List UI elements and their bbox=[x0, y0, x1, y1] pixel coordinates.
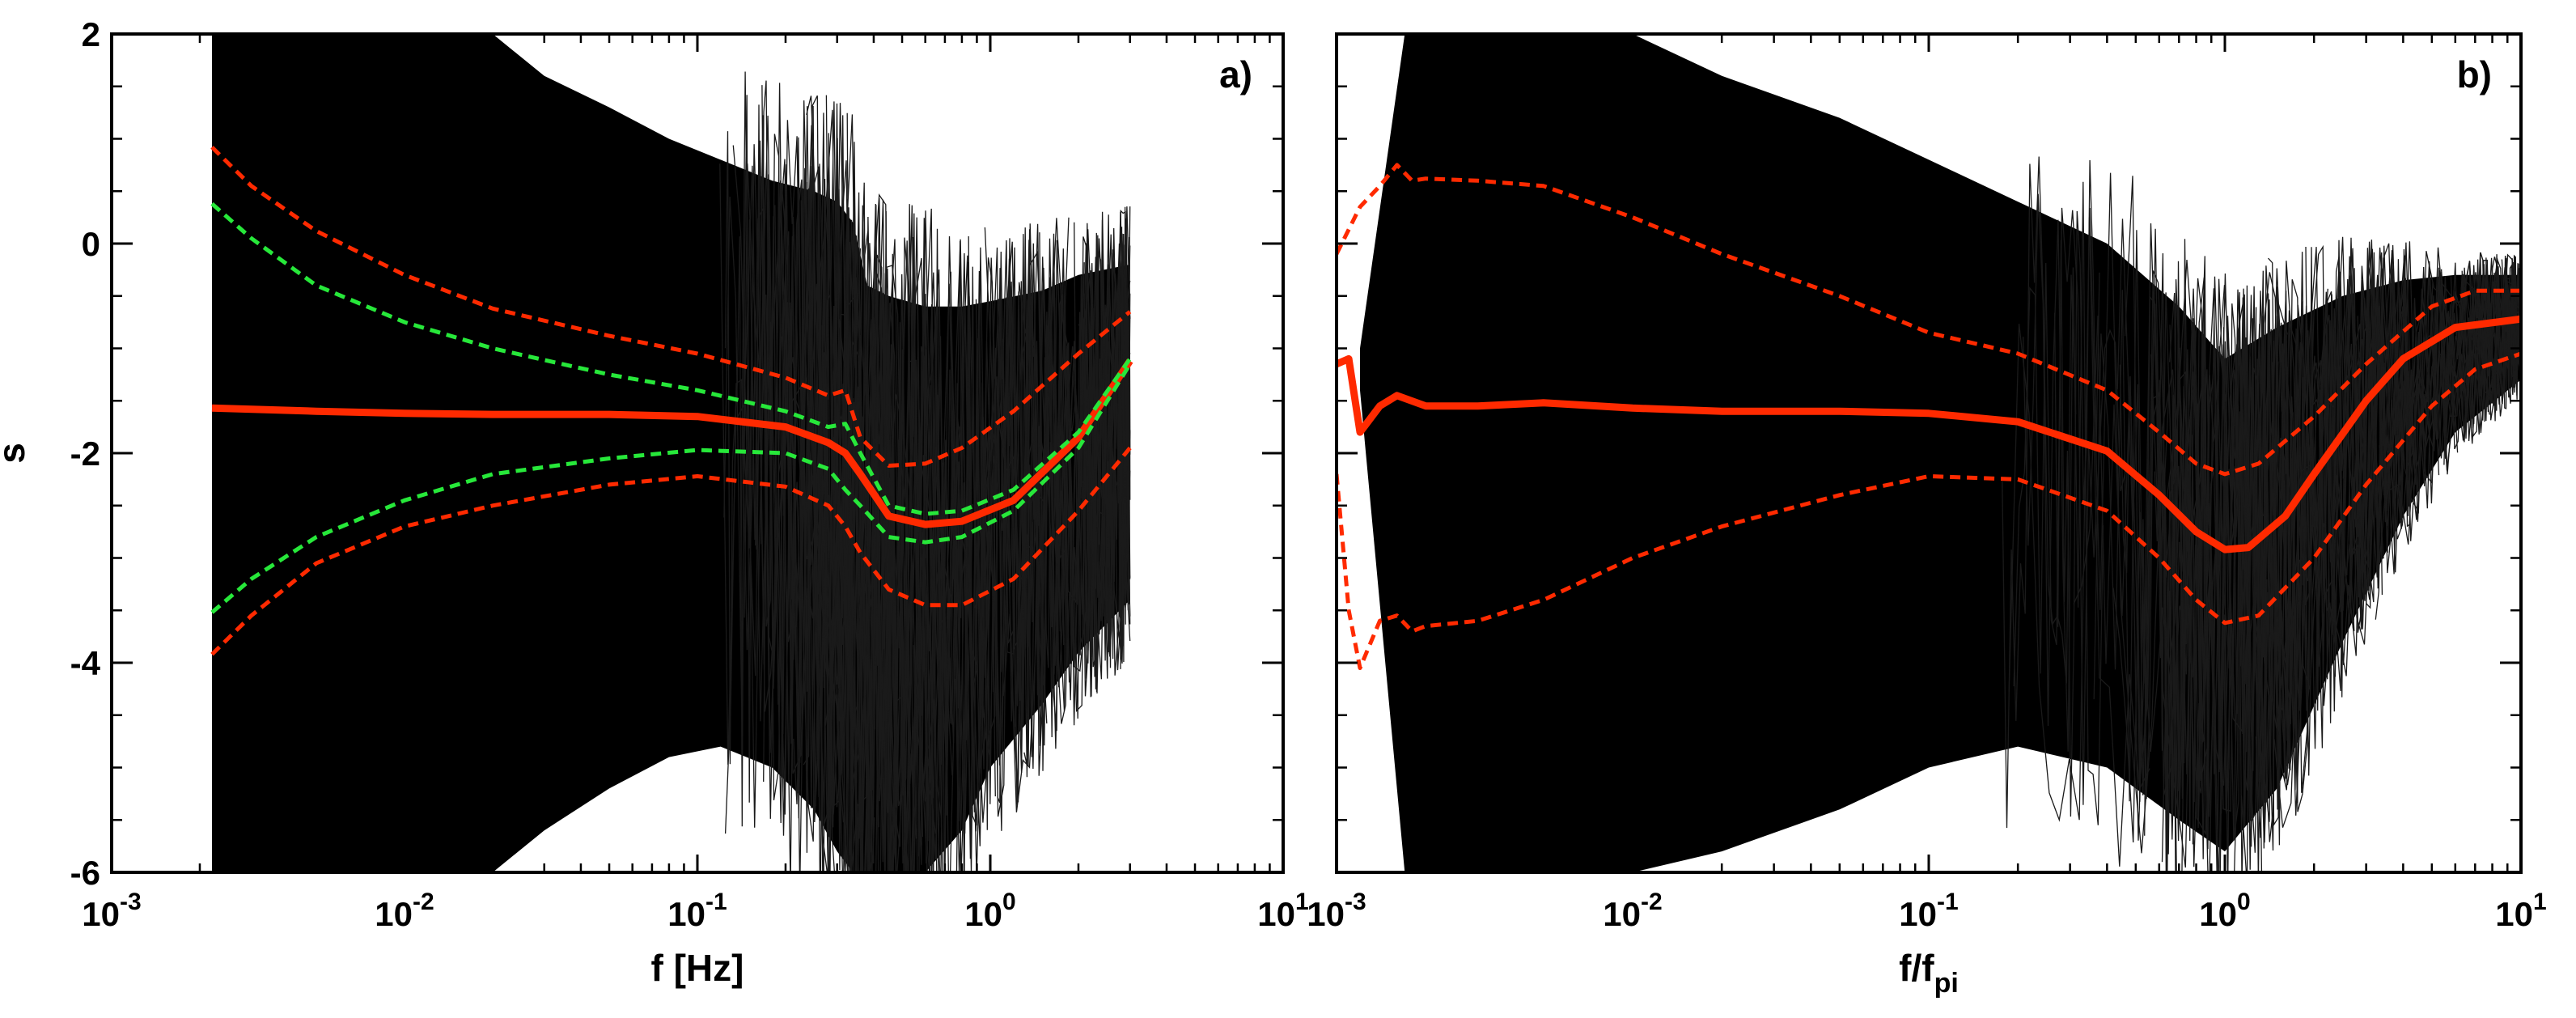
x-tick-base-b: 10 bbox=[2199, 895, 2237, 933]
trace-line-a bbox=[803, 166, 875, 872]
x-tick-label-b: 10-3 bbox=[1307, 889, 1366, 933]
x-tick-exp-b: 1 bbox=[2533, 889, 2547, 915]
x-tick-exp-b: 0 bbox=[2237, 889, 2251, 915]
x-axis-title-b: f/fpi bbox=[1899, 947, 1959, 999]
x-tick-exp-a: -2 bbox=[413, 889, 434, 915]
trace-ensemble-a bbox=[212, 34, 1131, 872]
x-tick-base-b: 10 bbox=[1307, 895, 1345, 933]
trace-line-a bbox=[739, 71, 845, 828]
x-tick-base-a: 10 bbox=[82, 895, 120, 933]
trace-line-b bbox=[2008, 217, 2150, 867]
y-axis-title-a: s bbox=[0, 443, 32, 464]
x-tick-exp-a: -1 bbox=[705, 889, 727, 915]
trace-line-b bbox=[2022, 181, 2104, 825]
x-tick-exp-b: -1 bbox=[1937, 889, 1959, 915]
trace-line-a bbox=[781, 106, 926, 872]
x-tick-label-b: 101 bbox=[2495, 889, 2546, 933]
trace-line-a bbox=[744, 95, 845, 872]
x-tick-exp-b: -2 bbox=[1641, 889, 1663, 915]
series-inner-lower-a bbox=[210, 363, 1132, 614]
series-group-b bbox=[1337, 163, 2521, 670]
x-axis-title-a: f [Hz] bbox=[651, 947, 744, 989]
x-tick-base-a: 10 bbox=[1257, 895, 1295, 933]
y-tick-label-a: -6 bbox=[70, 854, 100, 892]
panel-label-b: b) bbox=[2457, 53, 2492, 95]
x-tick-label-b: 10-2 bbox=[1603, 889, 1662, 933]
x-tick-base-a: 10 bbox=[375, 895, 413, 933]
x-axis-title-b-sub: pi bbox=[1934, 968, 1959, 999]
y-tick-label-a: 0 bbox=[82, 225, 100, 263]
trace-line-b bbox=[2002, 156, 2077, 829]
series-outer-upper-b bbox=[1337, 163, 2521, 477]
tick-group-b: 10-3 10-2 10-1 100 101 bbox=[1307, 32, 2547, 933]
series-median-b bbox=[1337, 315, 2521, 554]
x-tick-exp-a: 0 bbox=[1002, 889, 1016, 915]
trace-line-b bbox=[2013, 207, 2127, 805]
series-median-a bbox=[211, 358, 1133, 528]
trace-line-a bbox=[811, 163, 932, 872]
trace-line-a bbox=[1053, 229, 1109, 719]
x-tick-exp-a: 1 bbox=[1295, 889, 1309, 915]
panel-b: 10-3 10-2 10-1 100 101 b) f/fpi bbox=[1307, 32, 2547, 999]
x-tick-label-a: 10-3 bbox=[82, 889, 141, 933]
trace-line-b bbox=[2263, 236, 2405, 646]
trace-line-a bbox=[847, 205, 913, 872]
trace-line-a bbox=[977, 217, 1070, 812]
series-inner-upper-a bbox=[210, 201, 1132, 516]
trace-line-b bbox=[2144, 344, 2231, 872]
trace-line-b bbox=[2144, 288, 2257, 872]
trace-line-b bbox=[2363, 253, 2459, 568]
trace-line-b bbox=[2440, 259, 2510, 438]
trace-line-a bbox=[1019, 282, 1065, 778]
series-outer-lower-a bbox=[210, 446, 1132, 656]
x-tick-base-b: 10 bbox=[2495, 895, 2533, 933]
x-tick-base-b: 10 bbox=[1899, 895, 1937, 933]
x-tick-label-a: 10-2 bbox=[375, 889, 434, 933]
x-tick-label-a: 101 bbox=[1257, 889, 1308, 933]
trace-line-b bbox=[2093, 223, 2209, 840]
trace-line-b bbox=[2289, 237, 2407, 689]
x-tick-exp-b: -3 bbox=[1345, 889, 1366, 915]
y-tick-label-a: -2 bbox=[70, 435, 100, 473]
trace-line-b bbox=[2455, 280, 2521, 435]
x-tick-label-b: 10-1 bbox=[1899, 889, 1958, 933]
trace-line-b bbox=[2053, 159, 2100, 817]
series-group-a bbox=[210, 146, 1133, 656]
trace-line-b bbox=[2119, 252, 2190, 872]
trace-line-b bbox=[2461, 257, 2521, 421]
x-tick-base-b: 10 bbox=[1603, 895, 1641, 933]
x-tick-label-a: 100 bbox=[964, 889, 1015, 933]
trace-line-b bbox=[2442, 259, 2521, 439]
trace-line-b bbox=[2259, 252, 2323, 846]
series-outer-lower-b bbox=[1337, 351, 2521, 670]
x-tick-exp-a: -3 bbox=[120, 889, 142, 915]
y-tick-label-a: -4 bbox=[70, 644, 101, 682]
trace-ensemble-b bbox=[1360, 34, 2521, 872]
trace-line-b bbox=[2325, 247, 2443, 645]
x-tick-base-a: 10 bbox=[667, 895, 705, 933]
trace-line-a bbox=[1006, 223, 1131, 712]
trace-line-a bbox=[917, 255, 982, 872]
x-axis-title-b-base: f/f bbox=[1899, 947, 1934, 989]
trace-line-b bbox=[2248, 340, 2299, 791]
x-tick-base-a: 10 bbox=[964, 895, 1002, 933]
x-tick-label-a: 10-1 bbox=[667, 889, 727, 933]
x-tick-label-b: 100 bbox=[2199, 889, 2250, 933]
trace-line-a bbox=[732, 115, 867, 872]
panel-label-a: a) bbox=[1219, 53, 1252, 95]
trace-line-a bbox=[1006, 238, 1131, 697]
trace-line-a bbox=[824, 142, 928, 872]
y-tick-label-a: 2 bbox=[82, 15, 100, 53]
trace-line-b bbox=[2357, 248, 2411, 575]
